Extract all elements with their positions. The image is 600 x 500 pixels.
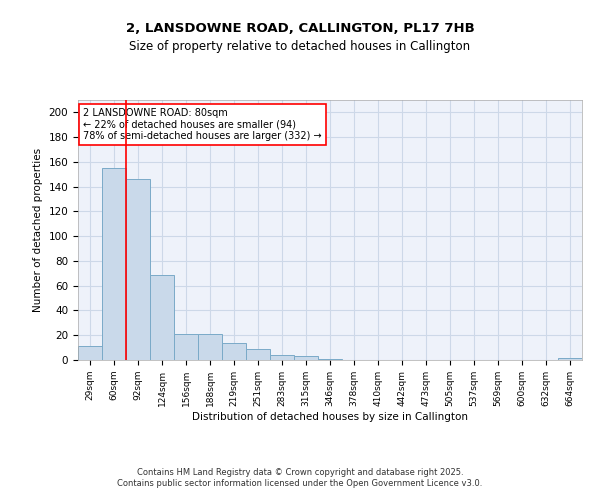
- Bar: [102, 168, 126, 360]
- Bar: [198, 334, 222, 360]
- Text: 2, LANSDOWNE ROAD, CALLINGTON, PL17 7HB: 2, LANSDOWNE ROAD, CALLINGTON, PL17 7HB: [125, 22, 475, 36]
- Bar: [126, 179, 150, 360]
- Y-axis label: Number of detached properties: Number of detached properties: [33, 148, 43, 312]
- Text: Size of property relative to detached houses in Callington: Size of property relative to detached ho…: [130, 40, 470, 53]
- Bar: [78, 346, 102, 360]
- Bar: [318, 359, 342, 360]
- Bar: [150, 274, 174, 360]
- Bar: [174, 334, 198, 360]
- Bar: [246, 349, 270, 360]
- X-axis label: Distribution of detached houses by size in Callington: Distribution of detached houses by size …: [192, 412, 468, 422]
- Bar: [270, 355, 294, 360]
- Text: Contains HM Land Registry data © Crown copyright and database right 2025.
Contai: Contains HM Land Registry data © Crown c…: [118, 468, 482, 487]
- Bar: [222, 342, 246, 360]
- Text: 2 LANSDOWNE ROAD: 80sqm
← 22% of detached houses are smaller (94)
78% of semi-de: 2 LANSDOWNE ROAD: 80sqm ← 22% of detache…: [83, 108, 322, 141]
- Bar: [294, 356, 318, 360]
- Bar: [558, 358, 582, 360]
